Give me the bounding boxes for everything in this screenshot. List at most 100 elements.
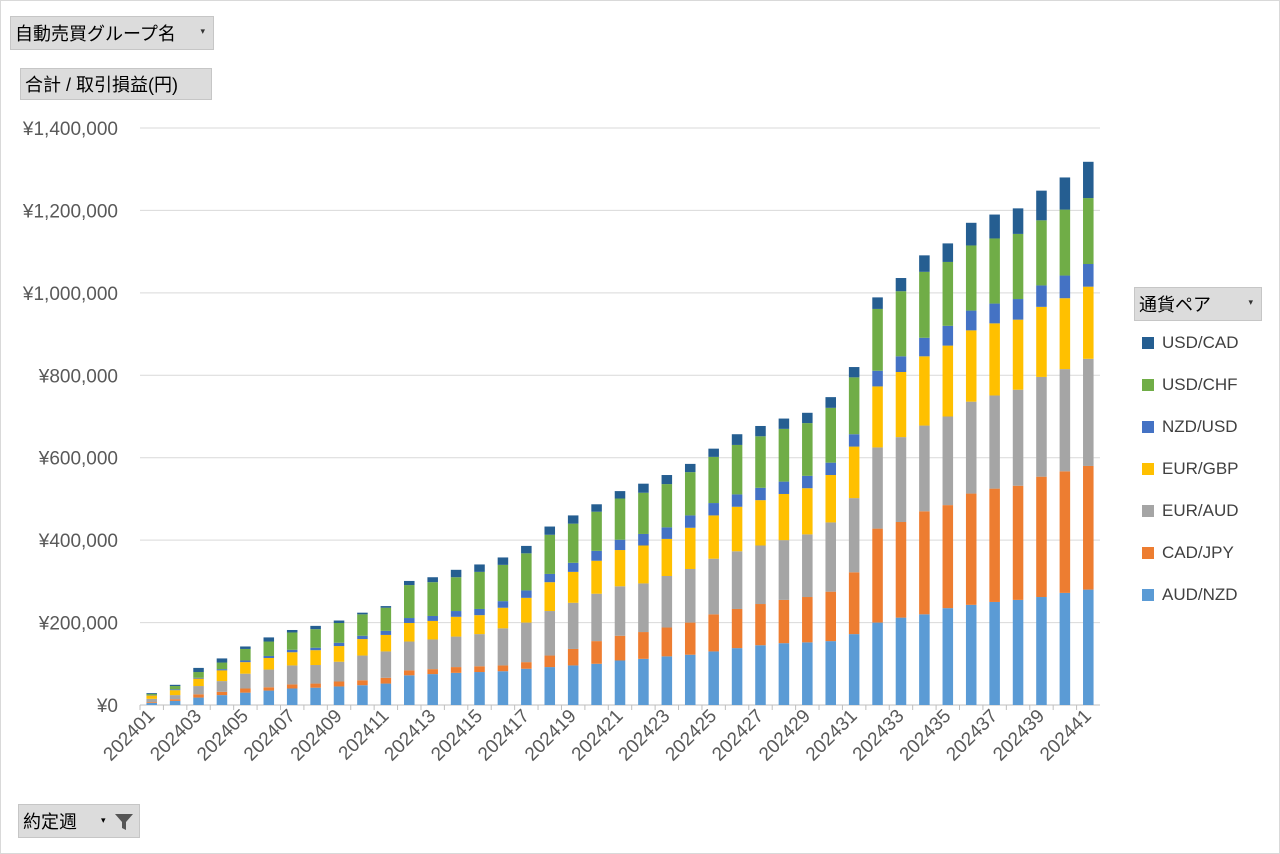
bar-aud-nzd-202426[interactable]: [731, 648, 743, 705]
bar-aud-nzd-202416[interactable]: [497, 671, 509, 705]
bar-cad-jpy-202425[interactable]: [708, 614, 719, 652]
bar-eur-aud-202422[interactable]: [638, 583, 649, 633]
bar-eur-gbp-202440[interactable]: [1059, 298, 1071, 370]
bar-cad-jpy-202433[interactable]: [895, 522, 907, 618]
bar-usd-cad-202410[interactable]: [357, 612, 368, 615]
bar-eur-gbp-202416[interactable]: [497, 607, 509, 629]
bar-eur-gbp-202420[interactable]: [591, 560, 602, 594]
bar-eur-gbp-202424[interactable]: [684, 527, 696, 569]
bar-eur-aud-202414[interactable]: [450, 636, 462, 668]
bar-cad-jpy-202441[interactable]: [1083, 465, 1094, 590]
bar-usd-chf-202410[interactable]: [357, 614, 368, 636]
bar-eur-gbp-202417[interactable]: [521, 597, 532, 623]
bar-cad-jpy-202413[interactable]: [427, 669, 438, 675]
bar-eur-aud-202419[interactable]: [567, 602, 579, 649]
bar-eur-aud-202425[interactable]: [708, 558, 719, 615]
bar-eur-aud-202411[interactable]: [380, 651, 392, 678]
bar-eur-gbp-202403[interactable]: [193, 678, 204, 687]
bar-eur-aud-202420[interactable]: [591, 593, 602, 642]
bar-nzd-usd-202432[interactable]: [872, 370, 883, 387]
bar-usd-cad-202403[interactable]: [193, 667, 204, 673]
bar-aud-nzd-202429[interactable]: [802, 642, 813, 705]
bar-aud-nzd-202439[interactable]: [1036, 597, 1047, 705]
bar-aud-nzd-202401[interactable]: [146, 702, 157, 705]
bar-eur-aud-202434[interactable]: [919, 425, 930, 512]
bar-usd-chf-202403[interactable]: [193, 672, 204, 678]
bar-eur-gbp-202427[interactable]: [755, 500, 766, 546]
bar-cad-jpy-202417[interactable]: [521, 662, 532, 669]
bar-nzd-usd-202439[interactable]: [1036, 285, 1047, 307]
bar-eur-aud-202436[interactable]: [965, 401, 977, 494]
bar-usd-cad-202409[interactable]: [333, 620, 345, 623]
bar-eur-aud-202426[interactable]: [731, 551, 743, 609]
bar-usd-cad-202432[interactable]: [872, 297, 883, 309]
bar-nzd-usd-202437[interactable]: [989, 303, 1000, 324]
bar-eur-aud-202413[interactable]: [427, 639, 438, 670]
bar-usd-cad-202411[interactable]: [380, 606, 392, 608]
bar-usd-chf-202441[interactable]: [1083, 198, 1094, 265]
bar-nzd-usd-202441[interactable]: [1083, 264, 1094, 287]
bar-aud-nzd-202417[interactable]: [521, 668, 532, 705]
bar-eur-gbp-202411[interactable]: [380, 634, 392, 652]
bar-eur-gbp-202404[interactable]: [216, 670, 228, 682]
bar-cad-jpy-202405[interactable]: [240, 688, 251, 693]
bar-usd-chf-202417[interactable]: [521, 553, 532, 591]
bar-usd-cad-202413[interactable]: [427, 577, 438, 583]
bar-usd-cad-202438[interactable]: [1012, 208, 1024, 234]
bar-aud-nzd-202437[interactable]: [989, 601, 1000, 705]
bar-usd-cad-202408[interactable]: [310, 625, 321, 630]
bar-nzd-usd-202440[interactable]: [1059, 275, 1071, 299]
bar-usd-chf-202435[interactable]: [942, 261, 954, 326]
bar-usd-cad-202441[interactable]: [1083, 161, 1094, 199]
bar-usd-chf-202401[interactable]: [146, 693, 157, 696]
bar-eur-gbp-202421[interactable]: [614, 550, 626, 587]
bar-eur-gbp-202435[interactable]: [942, 345, 954, 417]
bar-cad-jpy-202427[interactable]: [755, 604, 766, 646]
bar-aud-nzd-202406[interactable]: [263, 690, 275, 705]
bar-usd-cad-202422[interactable]: [638, 483, 649, 493]
bar-cad-jpy-202426[interactable]: [731, 608, 743, 649]
bar-usd-chf-202419[interactable]: [567, 523, 579, 563]
bar-usd-chf-202424[interactable]: [684, 472, 696, 516]
bar-cad-jpy-202416[interactable]: [497, 665, 509, 672]
bar-nzd-usd-202410[interactable]: [357, 635, 368, 640]
bar-usd-chf-202406[interactable]: [263, 641, 275, 656]
bar-aud-nzd-202407[interactable]: [286, 688, 298, 705]
bar-nzd-usd-202413[interactable]: [427, 615, 438, 621]
bar-eur-aud-202440[interactable]: [1059, 369, 1071, 472]
bar-eur-gbp-202408[interactable]: [310, 650, 321, 666]
bar-usd-cad-202433[interactable]: [895, 278, 907, 292]
bar-aud-nzd-202436[interactable]: [965, 604, 977, 705]
bar-usd-cad-202435[interactable]: [942, 243, 954, 262]
bar-usd-cad-202426[interactable]: [731, 434, 743, 445]
bar-aud-nzd-202411[interactable]: [380, 683, 392, 705]
bar-usd-cad-202434[interactable]: [919, 255, 930, 272]
bar-usd-chf-202439[interactable]: [1036, 220, 1047, 286]
bar-usd-cad-202412[interactable]: [404, 580, 415, 586]
bar-aud-nzd-202408[interactable]: [310, 687, 321, 705]
bar-cad-jpy-202421[interactable]: [614, 635, 626, 661]
filter-funnel-icon[interactable]: [113, 811, 135, 833]
legend-item-usd-cad[interactable]: USD/CAD: [1142, 333, 1239, 353]
bar-nzd-usd-202411[interactable]: [380, 630, 392, 635]
bar-usd-cad-202406[interactable]: [263, 637, 275, 642]
bar-usd-chf-202427[interactable]: [755, 436, 766, 488]
bar-eur-aud-202439[interactable]: [1036, 376, 1047, 477]
bar-usd-cad-202419[interactable]: [567, 515, 579, 524]
bar-eur-aud-202429[interactable]: [802, 534, 813, 598]
bar-eur-gbp-202409[interactable]: [333, 646, 345, 662]
bar-nzd-usd-202405[interactable]: [240, 660, 251, 663]
bar-eur-gbp-202423[interactable]: [661, 538, 673, 576]
bar-usd-chf-202434[interactable]: [919, 271, 930, 338]
bar-nzd-usd-202424[interactable]: [684, 515, 696, 528]
bar-aud-nzd-202432[interactable]: [872, 622, 883, 705]
bar-usd-chf-202440[interactable]: [1059, 209, 1071, 276]
value-field-button[interactable]: 合計 / 取引損益(円): [20, 68, 212, 100]
bar-eur-gbp-202418[interactable]: [544, 582, 556, 612]
bar-nzd-usd-202435[interactable]: [942, 325, 954, 346]
bar-aud-nzd-202419[interactable]: [567, 665, 579, 705]
bar-usd-chf-202425[interactable]: [708, 456, 719, 504]
bar-usd-chf-202418[interactable]: [544, 534, 556, 574]
bar-cad-jpy-202404[interactable]: [216, 691, 228, 696]
bar-usd-chf-202436[interactable]: [965, 245, 977, 311]
